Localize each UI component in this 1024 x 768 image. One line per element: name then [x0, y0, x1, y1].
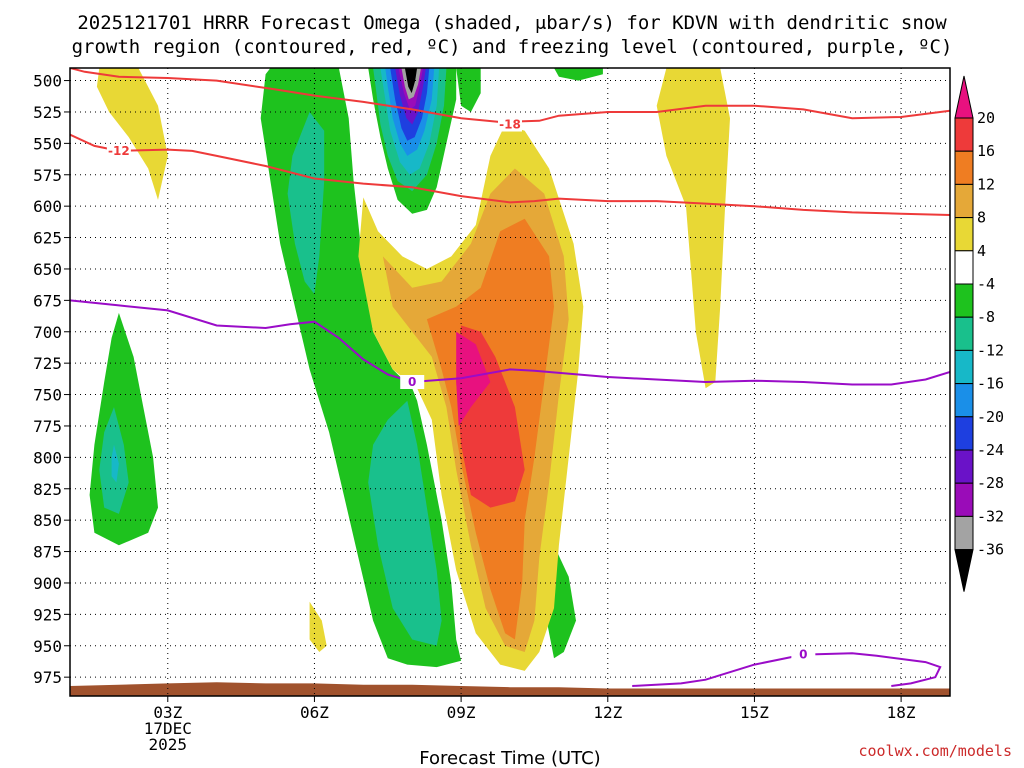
credit-link[interactable]: coolwx.com/models — [858, 742, 1012, 760]
colorbar-swatch — [954, 383, 974, 418]
colorbar-tick-label: 12 — [977, 175, 995, 193]
y-tick-label: 525 — [33, 103, 62, 122]
colorbar-tick-label: -8 — [977, 308, 995, 326]
colorbar-swatch — [954, 250, 974, 285]
y-tick-label: 500 — [33, 72, 62, 91]
x-tick-label: 15Z — [740, 703, 769, 722]
colorbar-tick-label: 16 — [977, 142, 995, 160]
chart-title-line2: growth region (contoured, red, ºC) and f… — [72, 36, 953, 58]
colorbar-legend: 20 16 12 8 4 -4 -8 -12 -16 -20 -24 -28 -32 -36 — [954, 75, 1004, 592]
omega-region-18 — [96, 68, 168, 200]
omega-region-20 — [309, 601, 327, 652]
colorbar-tick-label: -36 — [977, 541, 1004, 559]
terrain-fill — [70, 682, 950, 696]
omega-region-4 — [287, 112, 325, 295]
colorbar-tick-label: -16 — [977, 375, 1004, 393]
y-tick-label: 900 — [33, 574, 62, 593]
x-tick-label: 03Z — [153, 703, 182, 722]
y-tick-label: 800 — [33, 448, 62, 467]
colorbar-tick-label: -4 — [977, 275, 995, 293]
terrain-ground — [70, 682, 950, 696]
x-tick-label: 12Z — [593, 703, 622, 722]
red-contour-label: -18 — [499, 118, 521, 132]
omega-shading — [89, 68, 730, 671]
y-tick-label: 775 — [33, 417, 62, 436]
y-axis: 500 525 550 575 600 625 650 675 700 725 750 775 800 8… — [33, 72, 70, 687]
colorbar-swatch — [954, 316, 974, 351]
omega-region-5 — [368, 400, 442, 646]
temperature-contours: -18 -12 0 0 — [70, 68, 950, 687]
purple-contour-0 — [70, 299, 950, 386]
y-tick-label: 950 — [33, 637, 62, 656]
y-tick-label: 975 — [33, 668, 62, 687]
y-tick-label: 650 — [33, 260, 62, 279]
omega-region-19 — [656, 68, 730, 389]
red-contour-label-bg — [498, 117, 522, 132]
omega-region-16 — [554, 68, 603, 81]
colorbar-tick-label: -28 — [977, 474, 1004, 492]
y-tick-label: 625 — [33, 229, 62, 248]
red-contour-1 — [70, 133, 950, 216]
colorbar-swatch — [954, 217, 974, 252]
colorbar-swatch — [954, 117, 974, 152]
colorbar-tick-label: 4 — [977, 242, 986, 260]
colorbar-swatch — [954, 283, 974, 318]
colorbar-tick-label: -32 — [977, 507, 1004, 525]
grid-lines — [70, 68, 950, 696]
x-tick-date: 17DEC — [144, 719, 192, 738]
colorbar-swatch — [954, 515, 974, 551]
y-tick-label: 750 — [33, 386, 62, 405]
x-tick-label: 09Z — [447, 703, 476, 722]
y-tick-label: 550 — [33, 134, 62, 153]
colorbar-swatch — [954, 416, 974, 451]
omega-region-14 — [404, 68, 418, 94]
colorbar-tick-label: -12 — [977, 341, 1004, 359]
y-tick-label: 875 — [33, 543, 62, 562]
x-tick-label: 18Z — [887, 703, 916, 722]
omega-region-15 — [456, 68, 481, 112]
colorbar-bottom-arrow — [954, 549, 974, 592]
purple-contour-label: 0 — [408, 375, 416, 389]
colorbar-tick-label: -20 — [977, 408, 1004, 426]
y-tick-label: 850 — [33, 511, 62, 530]
chart-title-line1: 2025121701 HRRR Forecast Omega (shaded, … — [77, 12, 947, 34]
plot-frame — [69, 67, 951, 697]
y-tick-label: 925 — [33, 605, 62, 624]
y-tick-label: 700 — [33, 323, 62, 342]
x-tick-label: 06Z — [300, 703, 329, 722]
colorbar-swatch — [954, 150, 974, 185]
omega-region-3 — [111, 444, 119, 483]
colorbar-top-arrow — [954, 75, 974, 119]
colorbar-swatch — [954, 482, 974, 517]
plot-area: -18 -12 0 0 — [69, 67, 951, 697]
y-tick-label: 725 — [33, 354, 62, 373]
y-tick-label: 575 — [33, 166, 62, 185]
purple-contour-label-bg — [791, 647, 816, 662]
colorbar-swatch — [954, 183, 974, 219]
colorbar-swatch — [954, 349, 974, 385]
purple-contour-1 — [632, 652, 942, 687]
y-tick-label: 600 — [33, 197, 62, 216]
purple-contour-label-bg — [400, 375, 425, 389]
x-axis-label: Forecast Time (UTC) — [419, 748, 600, 768]
colorbar-tick-label: 20 — [977, 109, 995, 127]
omega-region-25 — [456, 331, 491, 426]
red-contour-label-bg — [106, 143, 131, 158]
colorbar-swatch — [954, 449, 974, 484]
colorbar-tick-label: 8 — [977, 209, 986, 227]
purple-contour-label: 0 — [799, 648, 807, 662]
y-tick-label: 675 — [33, 291, 62, 310]
red-contour-label: -12 — [108, 144, 130, 158]
y-tick-label: 825 — [33, 480, 62, 499]
colorbar-tick-label: -24 — [977, 441, 1004, 459]
x-tick-year: 2025 — [149, 735, 188, 754]
